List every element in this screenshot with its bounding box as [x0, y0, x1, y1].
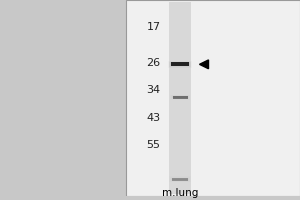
Bar — [171, 63, 189, 65]
Bar — [172, 96, 188, 99]
Bar — [168, 61, 192, 68]
Text: 34: 34 — [146, 85, 161, 95]
Bar — [126, 0, 300, 196]
Text: 17: 17 — [146, 22, 161, 32]
Bar — [171, 62, 189, 66]
Bar — [169, 176, 191, 182]
Bar — [171, 178, 189, 181]
Bar — [169, 62, 191, 67]
Bar — [172, 179, 188, 180]
Bar — [169, 2, 190, 194]
Bar — [170, 62, 190, 66]
Bar — [170, 95, 190, 100]
Bar — [170, 177, 190, 182]
Bar — [172, 96, 188, 98]
Bar — [172, 178, 188, 181]
Polygon shape — [200, 60, 208, 69]
Text: 26: 26 — [146, 58, 161, 68]
Bar — [172, 96, 188, 98]
Bar — [171, 95, 189, 99]
Text: 43: 43 — [146, 113, 161, 123]
Text: 55: 55 — [146, 140, 161, 150]
Text: m.lung: m.lung — [162, 188, 198, 198]
